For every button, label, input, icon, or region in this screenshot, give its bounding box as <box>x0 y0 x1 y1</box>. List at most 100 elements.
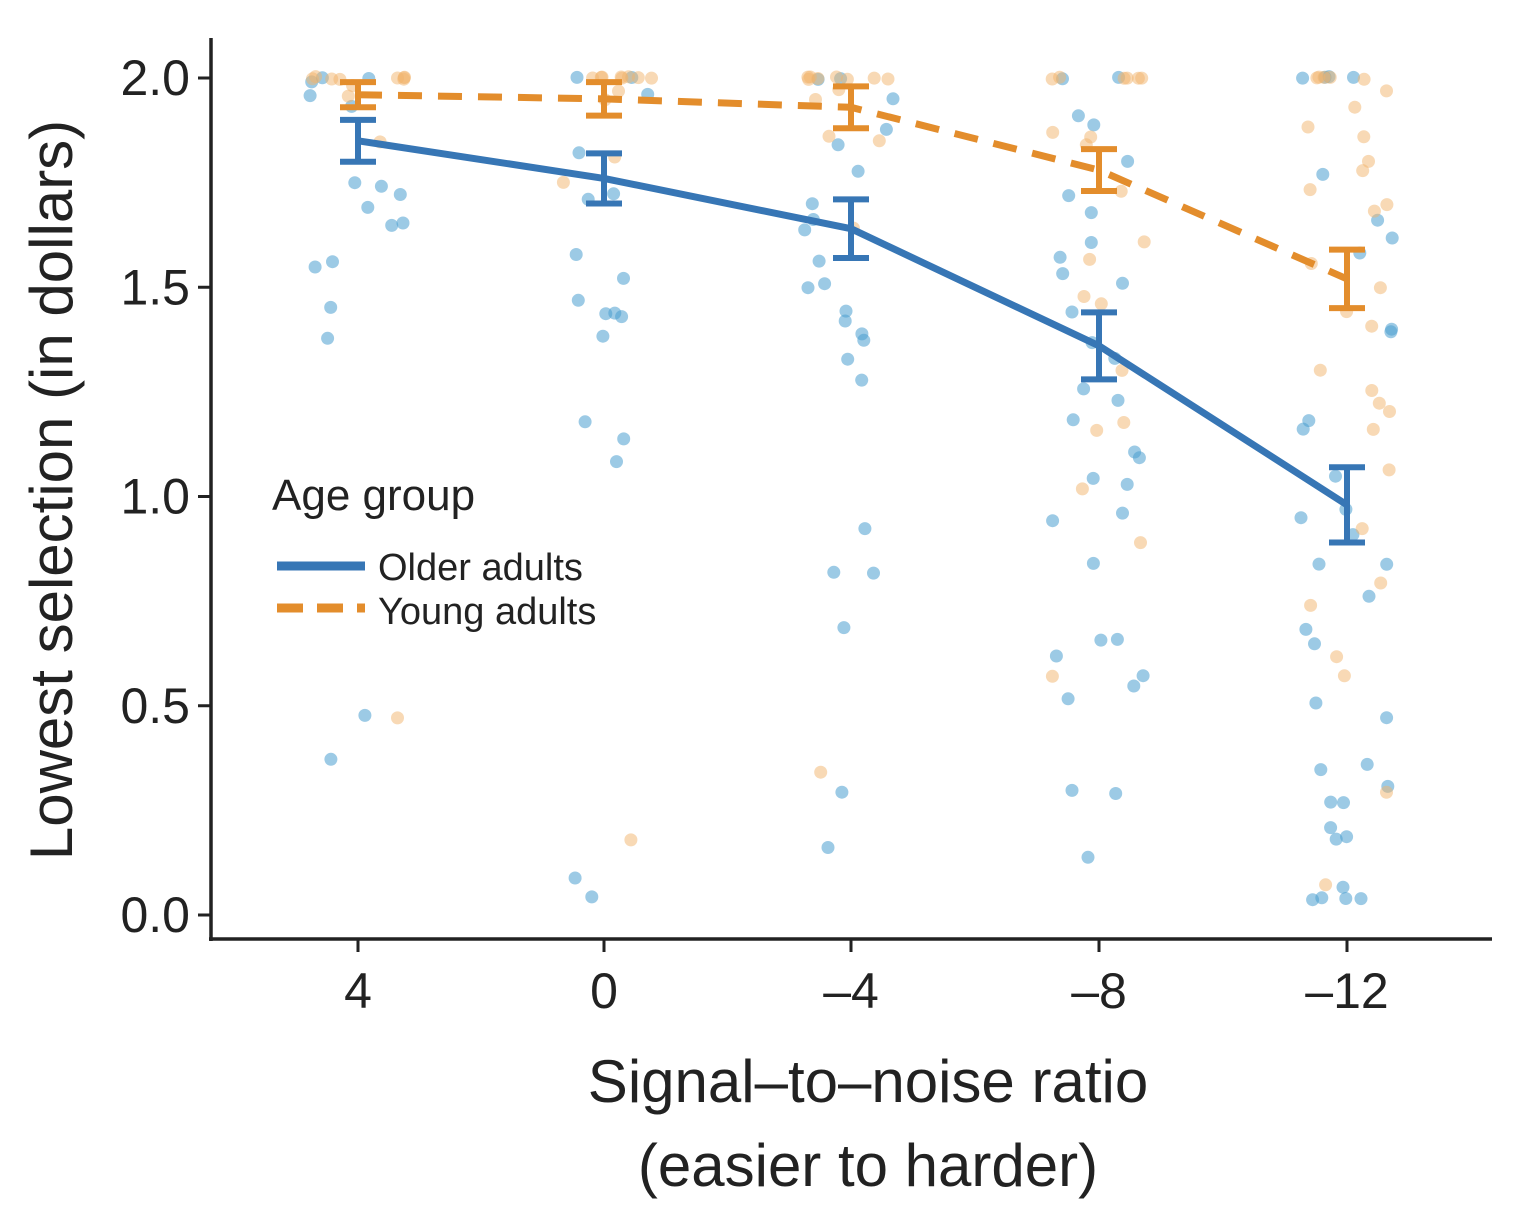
point-young-adults-0-5 <box>325 72 339 86</box>
point-young-adults-4-24 <box>1355 522 1369 536</box>
point-young-adults-1-12 <box>624 833 638 847</box>
legend-label-older-adults: Older adults <box>378 547 583 589</box>
point-young-adults-4-12 <box>1380 198 1394 212</box>
series-line-older-adults <box>357 137 1349 508</box>
point-young-adults-0-3 <box>309 70 323 84</box>
point-older-adults-2-2 <box>831 138 845 152</box>
point-older-adults-4-30 <box>1354 892 1368 906</box>
y-axis-title: Lowest selection (in dollars) <box>18 120 85 860</box>
point-young-adults-3-13 <box>1094 297 1108 311</box>
point-older-adults-3-8 <box>1116 276 1129 290</box>
point-older-adults-1-11 <box>578 415 592 429</box>
point-older-adults-2-4 <box>805 197 819 211</box>
error-bar-young-adults-0 <box>340 79 376 111</box>
point-older-adults-4-13 <box>1312 557 1326 571</box>
point-older-adults-4-23 <box>1337 796 1350 810</box>
point-older-adults-3-17 <box>1086 471 1100 485</box>
point-older-adults-1-8 <box>596 329 610 343</box>
point-young-adults-4-29 <box>1380 785 1393 799</box>
point-young-adults-3-9 <box>1114 184 1128 198</box>
point-older-adults-0-7 <box>308 260 322 274</box>
point-older-adults-3-0 <box>1071 109 1085 123</box>
point-older-adults-4-31 <box>1339 892 1353 905</box>
point-young-adults-3-15 <box>1117 416 1131 429</box>
point-older-adults-0-10 <box>324 300 338 314</box>
point-young-adults-3-16 <box>1090 423 1104 437</box>
point-older-adults-3-9 <box>1065 305 1079 319</box>
point-young-adults-4-10 <box>1356 164 1370 178</box>
point-older-adults-2-17 <box>867 566 880 580</box>
point-young-adults-4-7 <box>1301 120 1315 134</box>
point-young-adults-1-2 <box>631 71 645 85</box>
error-bar-young-adults-4 <box>1329 246 1365 312</box>
point-young-adults-3-18 <box>1134 536 1147 550</box>
point-older-adults-2-5 <box>798 223 812 237</box>
point-older-adults-4-35 <box>1347 70 1360 84</box>
point-young-adults-2-3 <box>867 71 881 85</box>
point-young-adults-2-7 <box>840 72 854 86</box>
point-older-adults-0-2 <box>374 179 388 193</box>
point-older-adults-2-21 <box>821 841 835 854</box>
point-older-adults-2-15 <box>855 373 869 387</box>
point-older-adults-3-28 <box>1065 783 1079 797</box>
point-older-adults-3-25 <box>1136 669 1150 683</box>
y-tick-label-3: 1.5 <box>120 259 190 315</box>
point-older-adults-0-3 <box>393 188 407 201</box>
point-young-adults-4-21 <box>1383 405 1396 418</box>
point-older-adults-4-22 <box>1324 795 1338 809</box>
ticks: 0.0 0.5 1.0 1.5 2.0 4 0 –4 –8 –12 <box>120 50 1388 1019</box>
point-older-adults-3-5 <box>1084 236 1098 249</box>
point-young-adults-4-17 <box>1365 319 1379 333</box>
x-tick-label-1: 0 <box>590 963 618 1019</box>
point-young-adults-4-4 <box>1357 72 1371 86</box>
point-older-adults-3-20 <box>1046 514 1060 528</box>
point-older-adults-0-11 <box>321 331 335 345</box>
point-older-adults-2-3 <box>851 164 865 178</box>
point-older-adults-2-9 <box>801 281 815 295</box>
point-young-adults-2-1 <box>881 72 895 86</box>
point-older-adults-1-7 <box>615 310 629 324</box>
point-older-adults-4-15 <box>1299 622 1313 636</box>
point-older-adults-1-13 <box>610 455 623 469</box>
point-older-adults-2-18 <box>827 565 841 579</box>
point-older-adults-1-14 <box>568 871 582 885</box>
x-axis-title-line1: Signal–to–noise ratio <box>588 1048 1148 1115</box>
point-older-adults-3-19 <box>1116 506 1129 520</box>
point-older-adults-4-14 <box>1362 589 1376 603</box>
point-older-adults-4-16 <box>1308 637 1321 651</box>
point-older-adults-3-2 <box>1121 154 1135 168</box>
point-young-adults-3-19 <box>1045 669 1059 683</box>
point-older-adults-4-25 <box>1340 830 1354 844</box>
point-older-adults-4-19 <box>1360 757 1374 771</box>
point-older-adults-0-13 <box>324 752 338 766</box>
error-bar-older-adults-1 <box>586 150 622 207</box>
point-older-adults-3-27 <box>1061 692 1075 706</box>
point-young-adults-3-17 <box>1075 482 1089 496</box>
point-older-adults-4-18 <box>1380 711 1394 725</box>
point-young-adults-4-13 <box>1367 204 1381 218</box>
point-young-adults-4-22 <box>1366 422 1380 436</box>
point-older-adults-4-20 <box>1314 763 1328 777</box>
error-bar-young-adults-1 <box>586 79 622 119</box>
point-older-adults-4-12 <box>1380 557 1394 571</box>
x-tick-label-4: –12 <box>1305 963 1388 1019</box>
x-tick-label-3: –8 <box>1071 963 1127 1019</box>
y-tick-label-1: 0.5 <box>120 678 190 734</box>
point-young-adults-4-6 <box>1348 100 1362 114</box>
point-young-adults-4-11 <box>1303 183 1317 197</box>
point-older-adults-3-3 <box>1062 189 1076 203</box>
point-older-adults-3-23 <box>1110 632 1124 646</box>
point-older-adults-4-7 <box>1296 422 1310 436</box>
point-young-adults-4-27 <box>1330 650 1344 664</box>
point-older-adults-1-3 <box>617 271 630 285</box>
point-older-adults-1-10 <box>572 146 586 160</box>
point-young-adults-2-11 <box>872 134 886 148</box>
point-young-adults-4-25 <box>1374 576 1388 590</box>
error-bar-young-adults-2 <box>833 83 869 132</box>
point-young-adults-0-7 <box>391 71 404 85</box>
point-older-adults-3-1 <box>1087 118 1101 132</box>
point-older-adults-2-7 <box>812 254 826 268</box>
point-older-adults-3-26 <box>1127 679 1141 693</box>
point-older-adults-1-15 <box>585 890 599 904</box>
point-older-adults-2-16 <box>858 522 872 536</box>
